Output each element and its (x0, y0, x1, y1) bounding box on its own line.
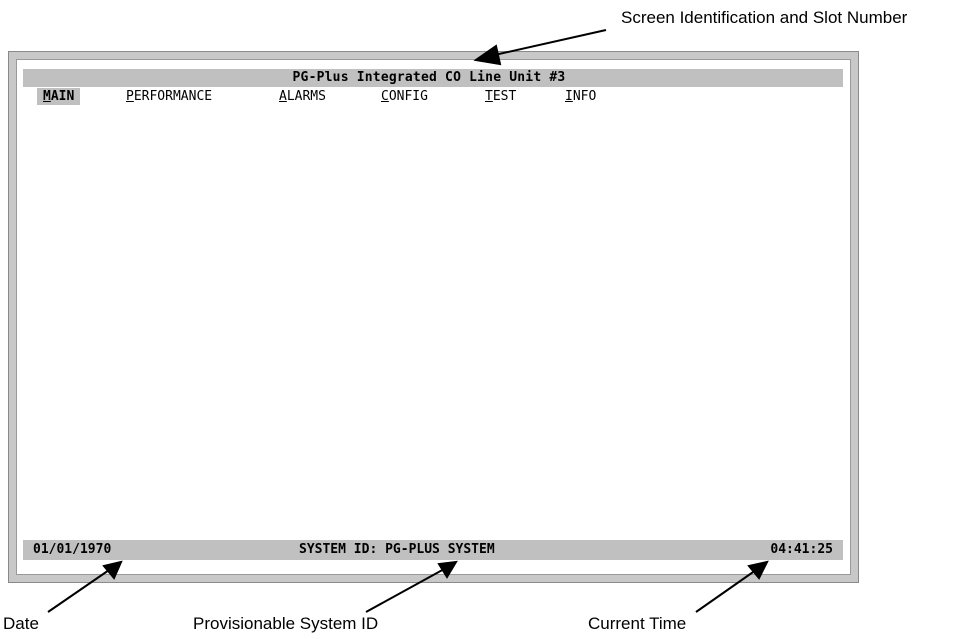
tab-main-hotkey: M (43, 89, 51, 104)
tab-performance-label: ERFORMANCE (133, 89, 213, 104)
tab-main-label: AIN (50, 89, 75, 104)
tab-alarms-label: LARMS (286, 89, 326, 104)
tab-info-hotkey: I (565, 89, 573, 104)
tab-performance[interactable]: PERFORMANCE (126, 88, 212, 105)
tab-test[interactable]: TEST (485, 88, 516, 105)
menu-bar: MAIN PERFORMANCE ALARMS CONFIG TEST INFO (23, 87, 843, 106)
tab-info[interactable]: INFO (565, 88, 596, 105)
tab-performance-hotkey: P (126, 89, 134, 104)
status-time: 04:41:25 (770, 542, 833, 557)
callout-current-time: Current Time (588, 614, 687, 633)
tab-info-label: NFO (572, 89, 597, 104)
tab-alarms[interactable]: ALARMS (279, 88, 326, 105)
arrow-screen-id-head (473, 44, 502, 66)
status-bar: 01/01/1970 SYSTEM ID: PG-PLUS SYSTEM 04:… (23, 540, 843, 560)
status-system-id: SYSTEM ID: PG-PLUS SYSTEM (299, 542, 495, 557)
arrow-date-line (47, 567, 113, 613)
arrow-system-id-line (365, 567, 447, 613)
arrow-date-head (102, 560, 123, 580)
callout-date: Date (3, 614, 39, 633)
terminal-screen (16, 59, 851, 575)
tab-config[interactable]: CONFIG (381, 88, 428, 105)
tab-main[interactable]: MAIN (37, 88, 81, 105)
callout-system-id: Provisionable System ID (193, 614, 379, 633)
tab-test-label: EST (492, 89, 517, 104)
callout-screen-id: Screen Identification and Slot Number (621, 8, 908, 27)
arrow-time-head (747, 560, 769, 580)
tab-config-label: ONFIG (388, 89, 428, 104)
arrow-system-id-head (437, 560, 458, 579)
tab-config-hotkey: C (381, 89, 389, 104)
tab-test-hotkey: T (485, 89, 493, 104)
status-date: 01/01/1970 (33, 542, 112, 557)
arrow-time-line (695, 569, 757, 613)
arrow-screen-id-line (489, 29, 607, 57)
screen-title: PG-Plus Integrated CO Line Unit #3 (292, 70, 566, 85)
tab-alarms-hotkey: A (279, 89, 287, 104)
title-bar: PG-Plus Integrated CO Line Unit #3 (23, 69, 843, 87)
